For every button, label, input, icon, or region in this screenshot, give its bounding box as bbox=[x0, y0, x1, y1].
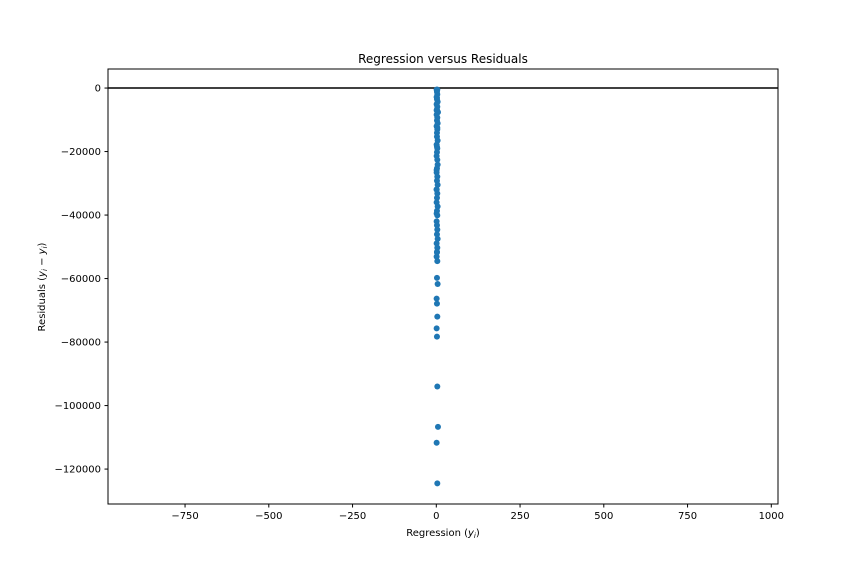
scatter-point bbox=[433, 249, 440, 256]
x-tick-label: −500 bbox=[255, 511, 282, 522]
x-tick-label: 500 bbox=[594, 511, 613, 522]
scatter-point bbox=[433, 439, 440, 446]
scatter-point bbox=[433, 325, 440, 332]
y-axis-label-main: Residuals ( bbox=[37, 277, 48, 332]
scatter-point bbox=[433, 166, 440, 173]
scatter-point bbox=[434, 313, 441, 320]
x-tick-label: 750 bbox=[678, 511, 697, 522]
y-axis-ticks: 0 −20000 −40000 −60000 −80000 −100000 −120000 bbox=[54, 84, 108, 476]
x-axis-label-main: Regression ( bbox=[406, 528, 468, 539]
scatter-point bbox=[434, 280, 441, 287]
scatter-point bbox=[433, 295, 440, 302]
scatter-point bbox=[433, 300, 440, 307]
x-tick-label: −250 bbox=[339, 511, 366, 522]
scatter-point bbox=[433, 94, 440, 101]
y-axis-label-minus: − y bbox=[37, 247, 48, 269]
y-tick-label: −100000 bbox=[54, 401, 101, 412]
y-tick-label: −40000 bbox=[61, 211, 101, 222]
y-tick-label: −20000 bbox=[61, 147, 101, 158]
scatter-point bbox=[434, 156, 441, 163]
scatter-point bbox=[434, 86, 441, 93]
y-axis-label-hat: y bbox=[37, 270, 48, 278]
scatter-point bbox=[433, 333, 440, 340]
x-tick-label: 0 bbox=[433, 511, 439, 522]
scatter-point bbox=[434, 226, 441, 233]
y-tick-label: −60000 bbox=[61, 274, 101, 285]
y-tick-label: 0 bbox=[95, 84, 101, 95]
scatter-point bbox=[434, 480, 441, 487]
scatter-point bbox=[433, 107, 440, 114]
scatter-point bbox=[433, 222, 440, 229]
x-tick-label: −750 bbox=[171, 511, 198, 522]
scatter-point bbox=[434, 258, 441, 265]
scatter-point bbox=[433, 210, 440, 217]
scatter-point bbox=[434, 203, 441, 210]
plot-frame bbox=[107, 68, 779, 505]
y-tick-label: −120000 bbox=[54, 465, 101, 476]
x-axis-ticks: −750 −500 −250 0 250 500 750 1000 bbox=[171, 504, 784, 522]
y-axis-label-close: ) bbox=[37, 242, 48, 246]
x-axis-label-hat: y bbox=[467, 528, 475, 539]
x-axis-label-sub: i bbox=[474, 532, 476, 540]
scatter-point bbox=[433, 143, 440, 150]
scatter-point bbox=[433, 186, 440, 193]
scatter-point bbox=[433, 231, 440, 238]
y-axis-label-sub2: i bbox=[41, 246, 49, 248]
y-tick-label: −80000 bbox=[61, 338, 101, 349]
x-axis-label: Regression (yi) bbox=[406, 528, 480, 540]
x-tick-label: 250 bbox=[511, 511, 530, 522]
scatter-point bbox=[433, 194, 440, 201]
x-tick-label: 1000 bbox=[759, 511, 784, 522]
y-axis-label-sub: i bbox=[41, 269, 49, 271]
scatter-point bbox=[434, 383, 441, 390]
scatter-point bbox=[434, 423, 441, 430]
x-axis-label-close: ) bbox=[476, 528, 480, 539]
scatter-point bbox=[433, 240, 440, 247]
scatter-point bbox=[434, 124, 441, 131]
scatter-points bbox=[433, 86, 441, 487]
chart-title: Regression versus Residuals bbox=[358, 52, 528, 66]
y-axis-label: Residuals (yi − yi) bbox=[37, 242, 49, 331]
scatter-point bbox=[433, 274, 440, 281]
